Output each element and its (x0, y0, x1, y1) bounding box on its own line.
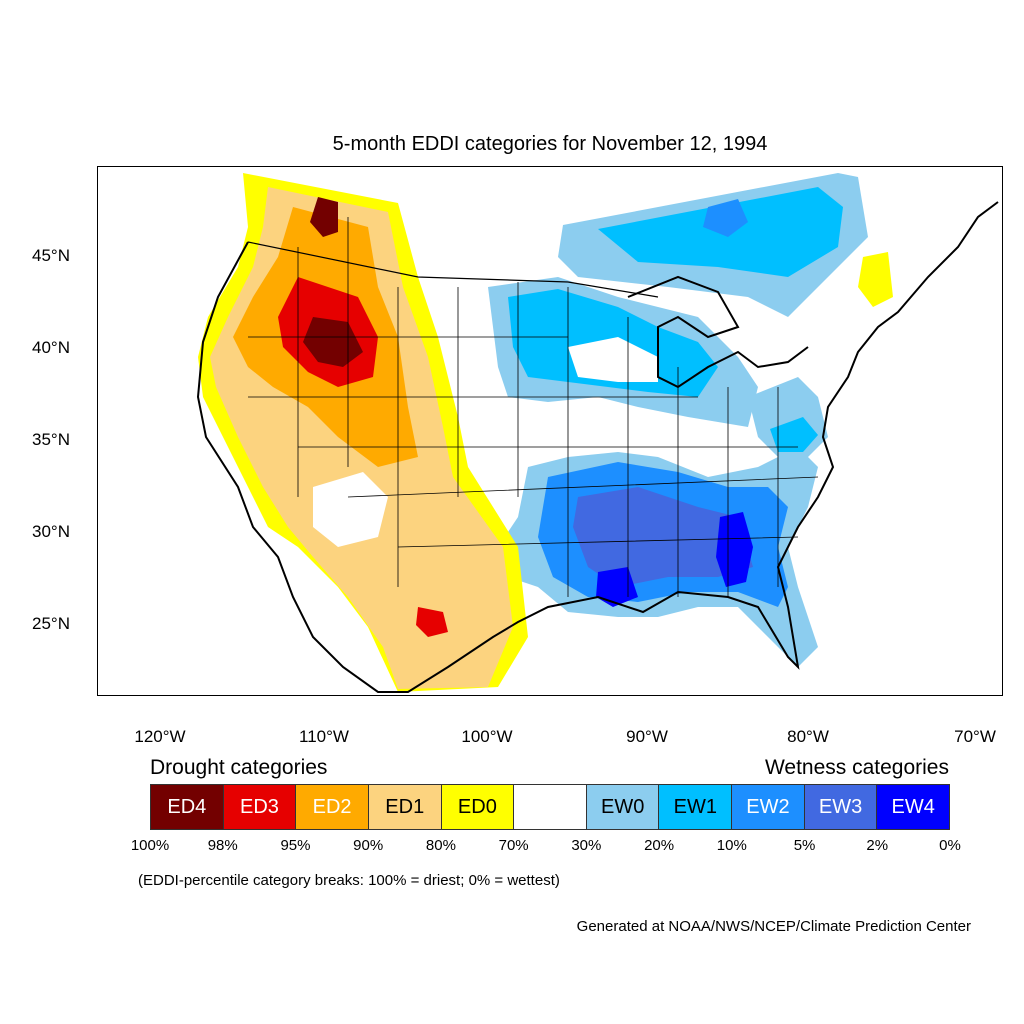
state-lines (248, 217, 819, 597)
drought-categories-title: Drought categories (150, 756, 328, 779)
region-eastcoast-wet-core (770, 417, 818, 452)
x-tick-label: 110°W (299, 727, 349, 746)
region-georgia-ew4 (716, 512, 753, 587)
legend-swatch-ed2: ED2 (296, 785, 369, 829)
x-tick-label: 70°W (954, 727, 996, 746)
legend-swatch-ed0: ED0 (441, 785, 515, 829)
legend-percent-label: 98% (207, 837, 238, 854)
region-white-nm (313, 472, 388, 547)
region-maine-ed0 (858, 252, 893, 307)
great-lakes (627, 275, 809, 389)
y-tick-label: 25°N (32, 614, 70, 633)
region-idaho-ed4 (310, 197, 338, 237)
legend-percent-label: 100% (130, 837, 170, 854)
legend-swatch-ed4: ED4 (151, 785, 224, 829)
y-tick-label: 45°N (32, 246, 70, 265)
y-tick-label: 30°N (32, 522, 70, 541)
region-texas-ed3 (416, 607, 448, 637)
legend-percent-label: 5% (793, 837, 816, 854)
legend-swatch-ew3: EW3 (804, 785, 878, 829)
map-panel (97, 166, 1003, 696)
legend-percent-label: 30% (571, 837, 602, 854)
eddi-map (196, 173, 999, 693)
legend-swatch-neutral (514, 785, 587, 829)
us-canada-border (247, 241, 659, 298)
y-tick-label: 40°N (32, 338, 70, 357)
region-midwest-white-gap (568, 337, 658, 382)
legend-swatch-ed3: ED3 (223, 785, 297, 829)
legend-swatch-ew1: EW1 (659, 785, 733, 829)
legend-color-bar: ED4 ED3 ED2 ED1 ED0 EW0 EW1 EW2 EW3 EW4 (150, 784, 950, 830)
legend-swatch-ed1: ED1 (368, 785, 442, 829)
region-southeast-wet-ew3 (573, 487, 753, 587)
credit-text: Generated at NOAA/NWS/NCEP/Climate Predi… (576, 918, 971, 935)
legend-swatch-ew0: EW0 (586, 785, 660, 829)
legend-percent-label: 80% (425, 837, 456, 854)
legend-swatch-ew2: EW2 (732, 785, 805, 829)
legend-percent-label: 70% (498, 837, 529, 854)
dry-regions (198, 173, 893, 692)
legend-percent-label: 90% (353, 837, 384, 854)
x-tick-label: 90°W (626, 727, 668, 746)
legend-percent-label: 95% (280, 837, 311, 854)
x-tick-label: 80°W (787, 727, 829, 746)
wet-regions (488, 173, 868, 667)
wetness-categories-title: Wetness categories (764, 756, 949, 779)
region-canada-wet-spot (703, 199, 748, 237)
x-tick-label: 120°W (134, 727, 186, 746)
map-title: 5-month EDDI categories for November 12,… (332, 133, 768, 155)
x-tick-label: 100°W (461, 727, 513, 746)
y-tick-label: 35°N (32, 430, 70, 449)
legend-percent-label: 10% (716, 837, 747, 854)
legend-percent-label: 2% (866, 837, 889, 854)
boundaries (196, 201, 999, 693)
legend-percent-label: 20% (644, 837, 675, 854)
region-louisiana-ew4 (596, 567, 638, 607)
legend-percent-label: 0% (939, 837, 961, 854)
legend-swatch-ew4: EW4 (877, 785, 950, 829)
category-note: (EDDI-percentile category breaks: 100% =… (138, 872, 560, 889)
